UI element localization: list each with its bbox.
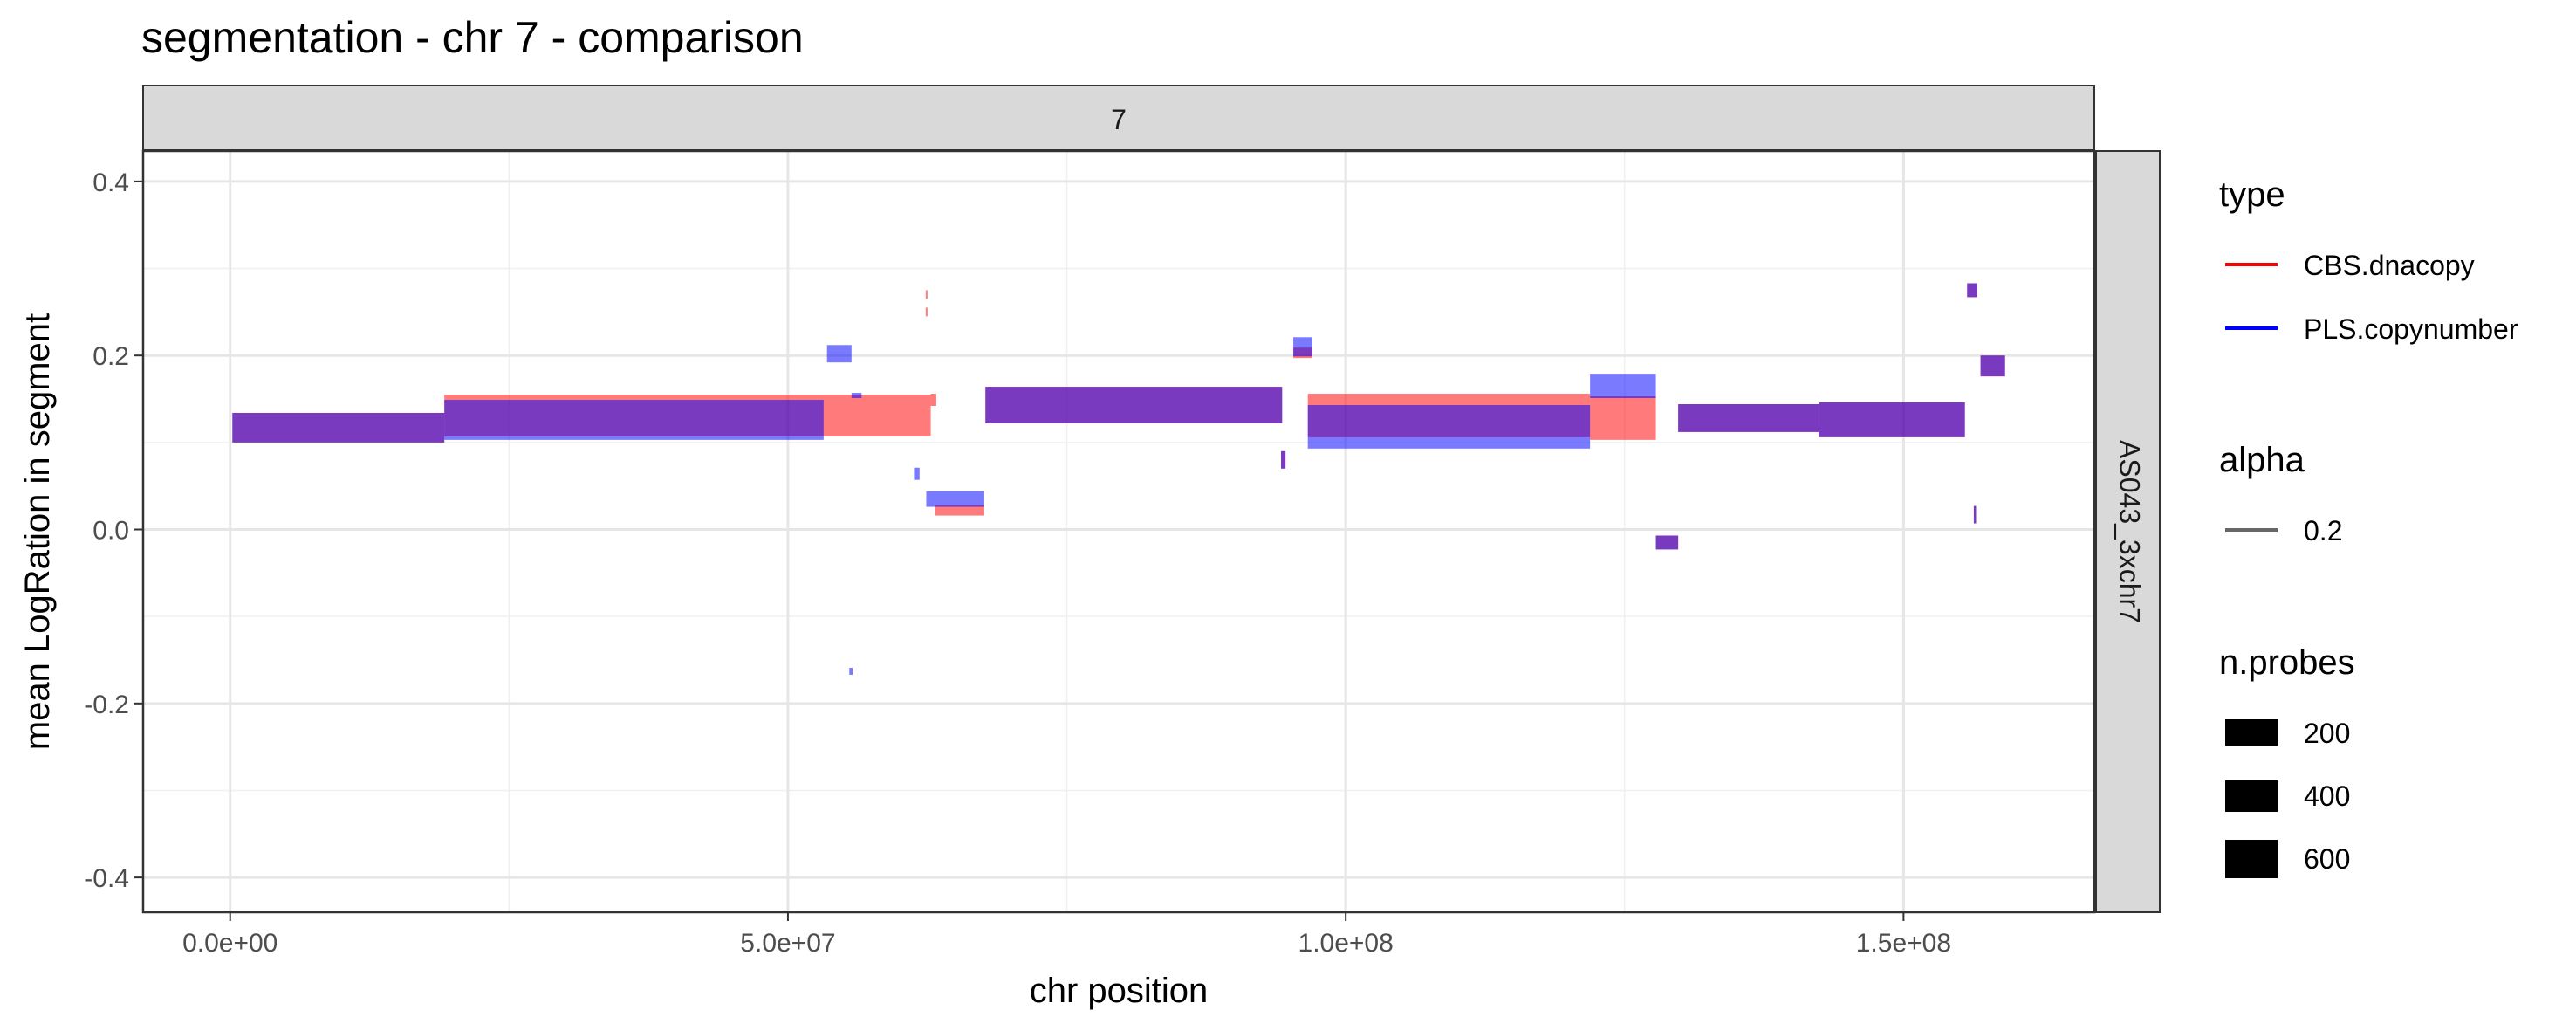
segment-pls-7 [985, 387, 1283, 423]
x-axis: 0.0e+00 5.0e+07 1.0e+08 1.5e+08 [182, 912, 1951, 958]
segment-pls-10 [1307, 404, 1591, 449]
x-tick-label: 1.0e+08 [1298, 929, 1394, 958]
legend-title-alpha: alpha [2219, 441, 2305, 479]
segment-pls-5 [914, 467, 920, 480]
facet-strip-top [142, 85, 2095, 151]
grid-lines [143, 151, 2094, 912]
facet-strip-top-label: 7 [1111, 104, 1127, 135]
y-tick-label: 0.0 [92, 517, 129, 546]
legend-key-400 [2225, 780, 2278, 812]
y-tick-label: -0.2 [84, 691, 129, 719]
y-axis-label: mean LogRation in segment [18, 313, 57, 750]
legend: type CBS.dnacopy PLS.copynumber alpha 0.… [2219, 175, 2518, 878]
segment-pls-3 [851, 393, 862, 399]
legend-label-600: 600 [2304, 843, 2350, 875]
legend-label-200: 200 [2304, 718, 2350, 749]
x-tick-label: 5.0e+07 [740, 929, 835, 958]
segment-pls-0 [232, 412, 445, 443]
segment-pls-2 [826, 345, 852, 363]
segment-pls-9 [1293, 337, 1312, 357]
segment-pls-15 [1967, 283, 1977, 298]
segment-cbs-10 [1590, 396, 1656, 440]
segment-pls-16 [1973, 505, 1977, 524]
plot-panel [143, 151, 2094, 912]
segment-pls-8 [1281, 450, 1286, 469]
legend-label-pls: PLS.copynumber [2304, 313, 2518, 345]
facet-strip-right-label: AS043_3xchr7 [2114, 440, 2146, 623]
plot-panel-border [141, 149, 2096, 914]
segment-pls-14 [1819, 402, 1965, 437]
x-tick-label: 0.0e+00 [182, 929, 277, 958]
segment-pls-17 [1980, 355, 2005, 377]
y-tick-label: -0.4 [84, 864, 129, 893]
y-tick-label: 0.4 [92, 168, 129, 197]
legend-title-type: type [2219, 175, 2285, 214]
legend-key-600 [2225, 840, 2278, 878]
segment-cbs-2 [930, 394, 936, 406]
segment-cbs-3 [925, 290, 928, 299]
x-axis-label: chr position [1030, 972, 1209, 1010]
y-axis: -0.4 -0.2 0.0 0.2 0.4 [84, 168, 143, 893]
segment-cbs-5 [935, 505, 984, 516]
legend-label-400: 400 [2304, 780, 2350, 812]
legend-key-200 [2225, 719, 2278, 746]
segment-pls-12 [1655, 535, 1679, 550]
data-segments [232, 283, 2005, 675]
legend-title-nprobes: n.probes [2219, 643, 2355, 682]
segment-pls-4 [849, 667, 853, 675]
segment-cbs-4 [925, 307, 928, 317]
chart-title: segmentation - chr 7 - comparison [141, 13, 804, 62]
segment-pls-1 [444, 400, 824, 440]
legend-label-alpha: 0.2 [2304, 515, 2342, 546]
legend-label-cbs: CBS.dnacopy [2304, 250, 2475, 281]
segment-pls-6 [926, 491, 984, 507]
x-tick-label: 1.5e+08 [1856, 929, 1951, 958]
facet-strip-right [2095, 150, 2161, 913]
segment-pls-11 [1590, 374, 1656, 399]
y-tick-label: 0.2 [92, 342, 129, 371]
segment-pls-13 [1678, 404, 1819, 432]
